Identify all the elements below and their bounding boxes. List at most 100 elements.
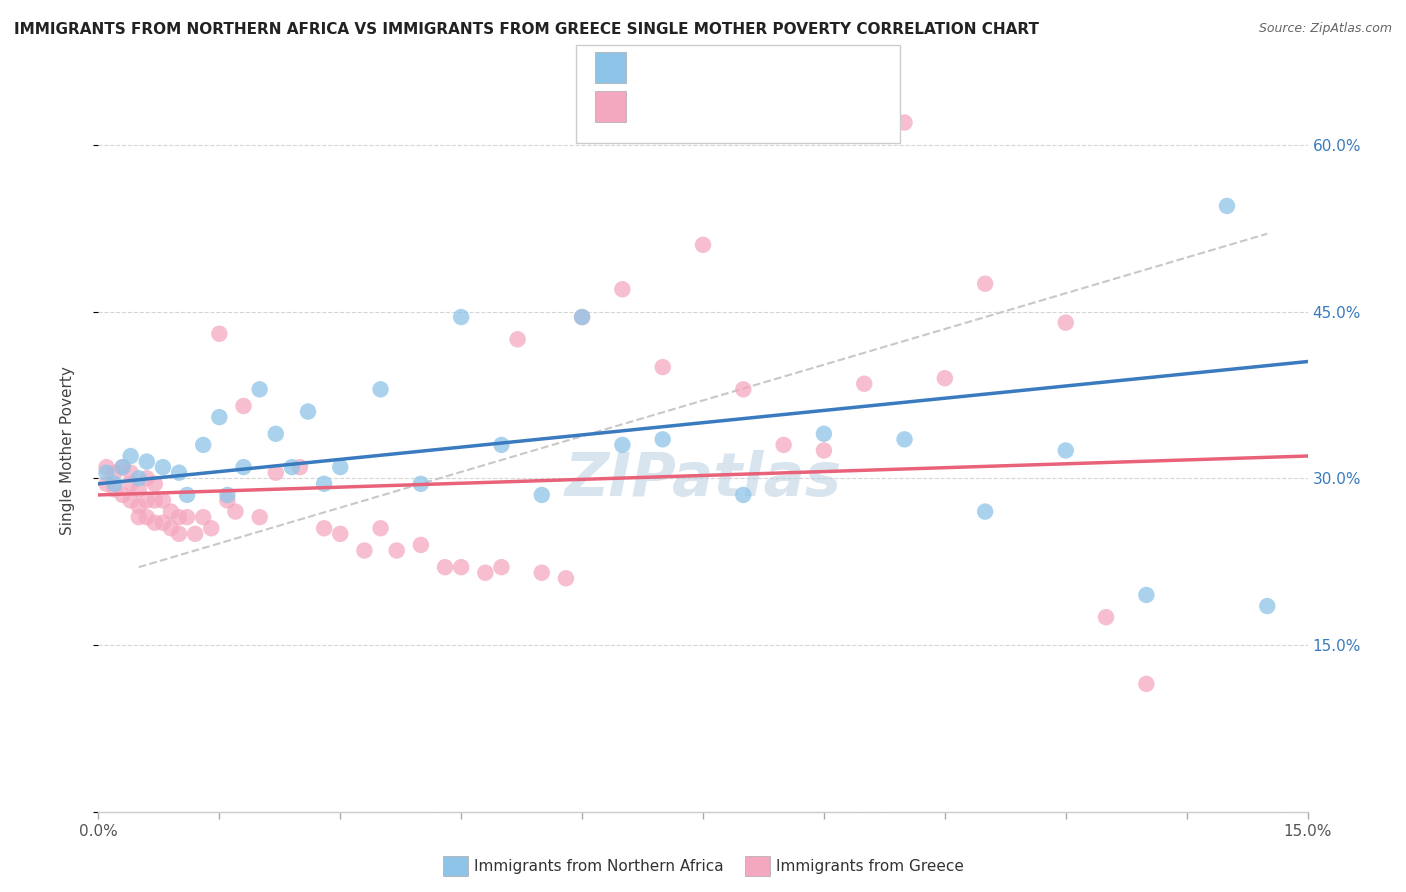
Point <box>893 115 915 129</box>
Point <box>143 516 166 530</box>
Point <box>224 505 246 519</box>
Point <box>111 488 134 502</box>
Point <box>152 460 174 475</box>
Text: Immigrants from Northern Africa: Immigrants from Northern Africa <box>474 859 724 873</box>
Point <box>651 360 673 375</box>
Point <box>772 438 794 452</box>
Point <box>128 483 150 497</box>
Point <box>111 460 134 475</box>
Point <box>571 310 593 324</box>
Point <box>249 382 271 396</box>
Point <box>474 566 496 580</box>
Point <box>733 488 755 502</box>
Point <box>530 566 553 580</box>
Point <box>264 426 287 441</box>
Point <box>143 493 166 508</box>
Point <box>853 376 876 391</box>
Point <box>167 466 190 480</box>
Point <box>974 277 997 291</box>
Text: N =: N = <box>742 97 779 116</box>
Point <box>193 510 215 524</box>
Point <box>120 493 142 508</box>
Point <box>135 454 157 468</box>
Point <box>314 521 336 535</box>
Point <box>506 332 529 346</box>
Point <box>813 443 835 458</box>
Point <box>249 510 271 524</box>
Point <box>1054 316 1077 330</box>
Text: 62: 62 <box>782 97 804 116</box>
Text: 0.159: 0.159 <box>676 97 728 116</box>
Point <box>120 466 142 480</box>
Point <box>160 521 183 535</box>
Point <box>281 460 304 475</box>
Point <box>1256 599 1278 613</box>
Point <box>96 460 118 475</box>
Point <box>491 560 513 574</box>
Point <box>128 499 150 513</box>
Point <box>974 505 997 519</box>
Point <box>176 488 198 502</box>
Point <box>103 483 125 497</box>
Point <box>329 460 352 475</box>
Point <box>184 526 207 541</box>
Point <box>297 404 319 418</box>
Point <box>232 460 254 475</box>
Point <box>217 488 239 502</box>
Point <box>152 493 174 508</box>
Point <box>733 382 755 396</box>
Point <box>208 410 231 425</box>
Point <box>120 449 142 463</box>
Text: N =: N = <box>742 58 779 77</box>
Text: ZIPatlas: ZIPatlas <box>564 450 842 508</box>
Point <box>111 460 134 475</box>
Point <box>450 560 472 574</box>
Point <box>1135 677 1157 691</box>
Point <box>96 476 118 491</box>
Point <box>103 466 125 480</box>
Point <box>893 433 915 447</box>
Point <box>813 426 835 441</box>
Point <box>651 433 673 447</box>
Text: 35: 35 <box>782 58 804 77</box>
Point <box>370 521 392 535</box>
Point <box>434 560 457 574</box>
Point <box>409 538 432 552</box>
Point <box>1216 199 1239 213</box>
Point <box>103 476 125 491</box>
Point <box>314 476 336 491</box>
Point <box>1054 443 1077 458</box>
Text: R =: R = <box>637 58 673 77</box>
Point <box>143 476 166 491</box>
Point <box>692 237 714 252</box>
Point <box>571 310 593 324</box>
Point <box>288 460 311 475</box>
Point <box>264 466 287 480</box>
Point <box>370 382 392 396</box>
Point <box>232 399 254 413</box>
Point <box>128 510 150 524</box>
Point <box>934 371 956 385</box>
Point <box>135 493 157 508</box>
Point <box>176 510 198 524</box>
Text: 0.248: 0.248 <box>676 58 728 77</box>
Point <box>555 571 578 585</box>
Point <box>200 521 222 535</box>
Point <box>160 505 183 519</box>
Y-axis label: Single Mother Poverty: Single Mother Poverty <box>60 366 75 535</box>
Point <box>491 438 513 452</box>
Point <box>152 516 174 530</box>
Point <box>1135 588 1157 602</box>
Point <box>135 510 157 524</box>
Point <box>385 543 408 558</box>
Point <box>208 326 231 341</box>
Point <box>217 493 239 508</box>
Point <box>120 476 142 491</box>
Point <box>612 282 634 296</box>
Point <box>167 526 190 541</box>
Point <box>128 471 150 485</box>
Point <box>329 526 352 541</box>
Text: IMMIGRANTS FROM NORTHERN AFRICA VS IMMIGRANTS FROM GREECE SINGLE MOTHER POVERTY : IMMIGRANTS FROM NORTHERN AFRICA VS IMMIG… <box>14 22 1039 37</box>
Point <box>450 310 472 324</box>
Point <box>530 488 553 502</box>
